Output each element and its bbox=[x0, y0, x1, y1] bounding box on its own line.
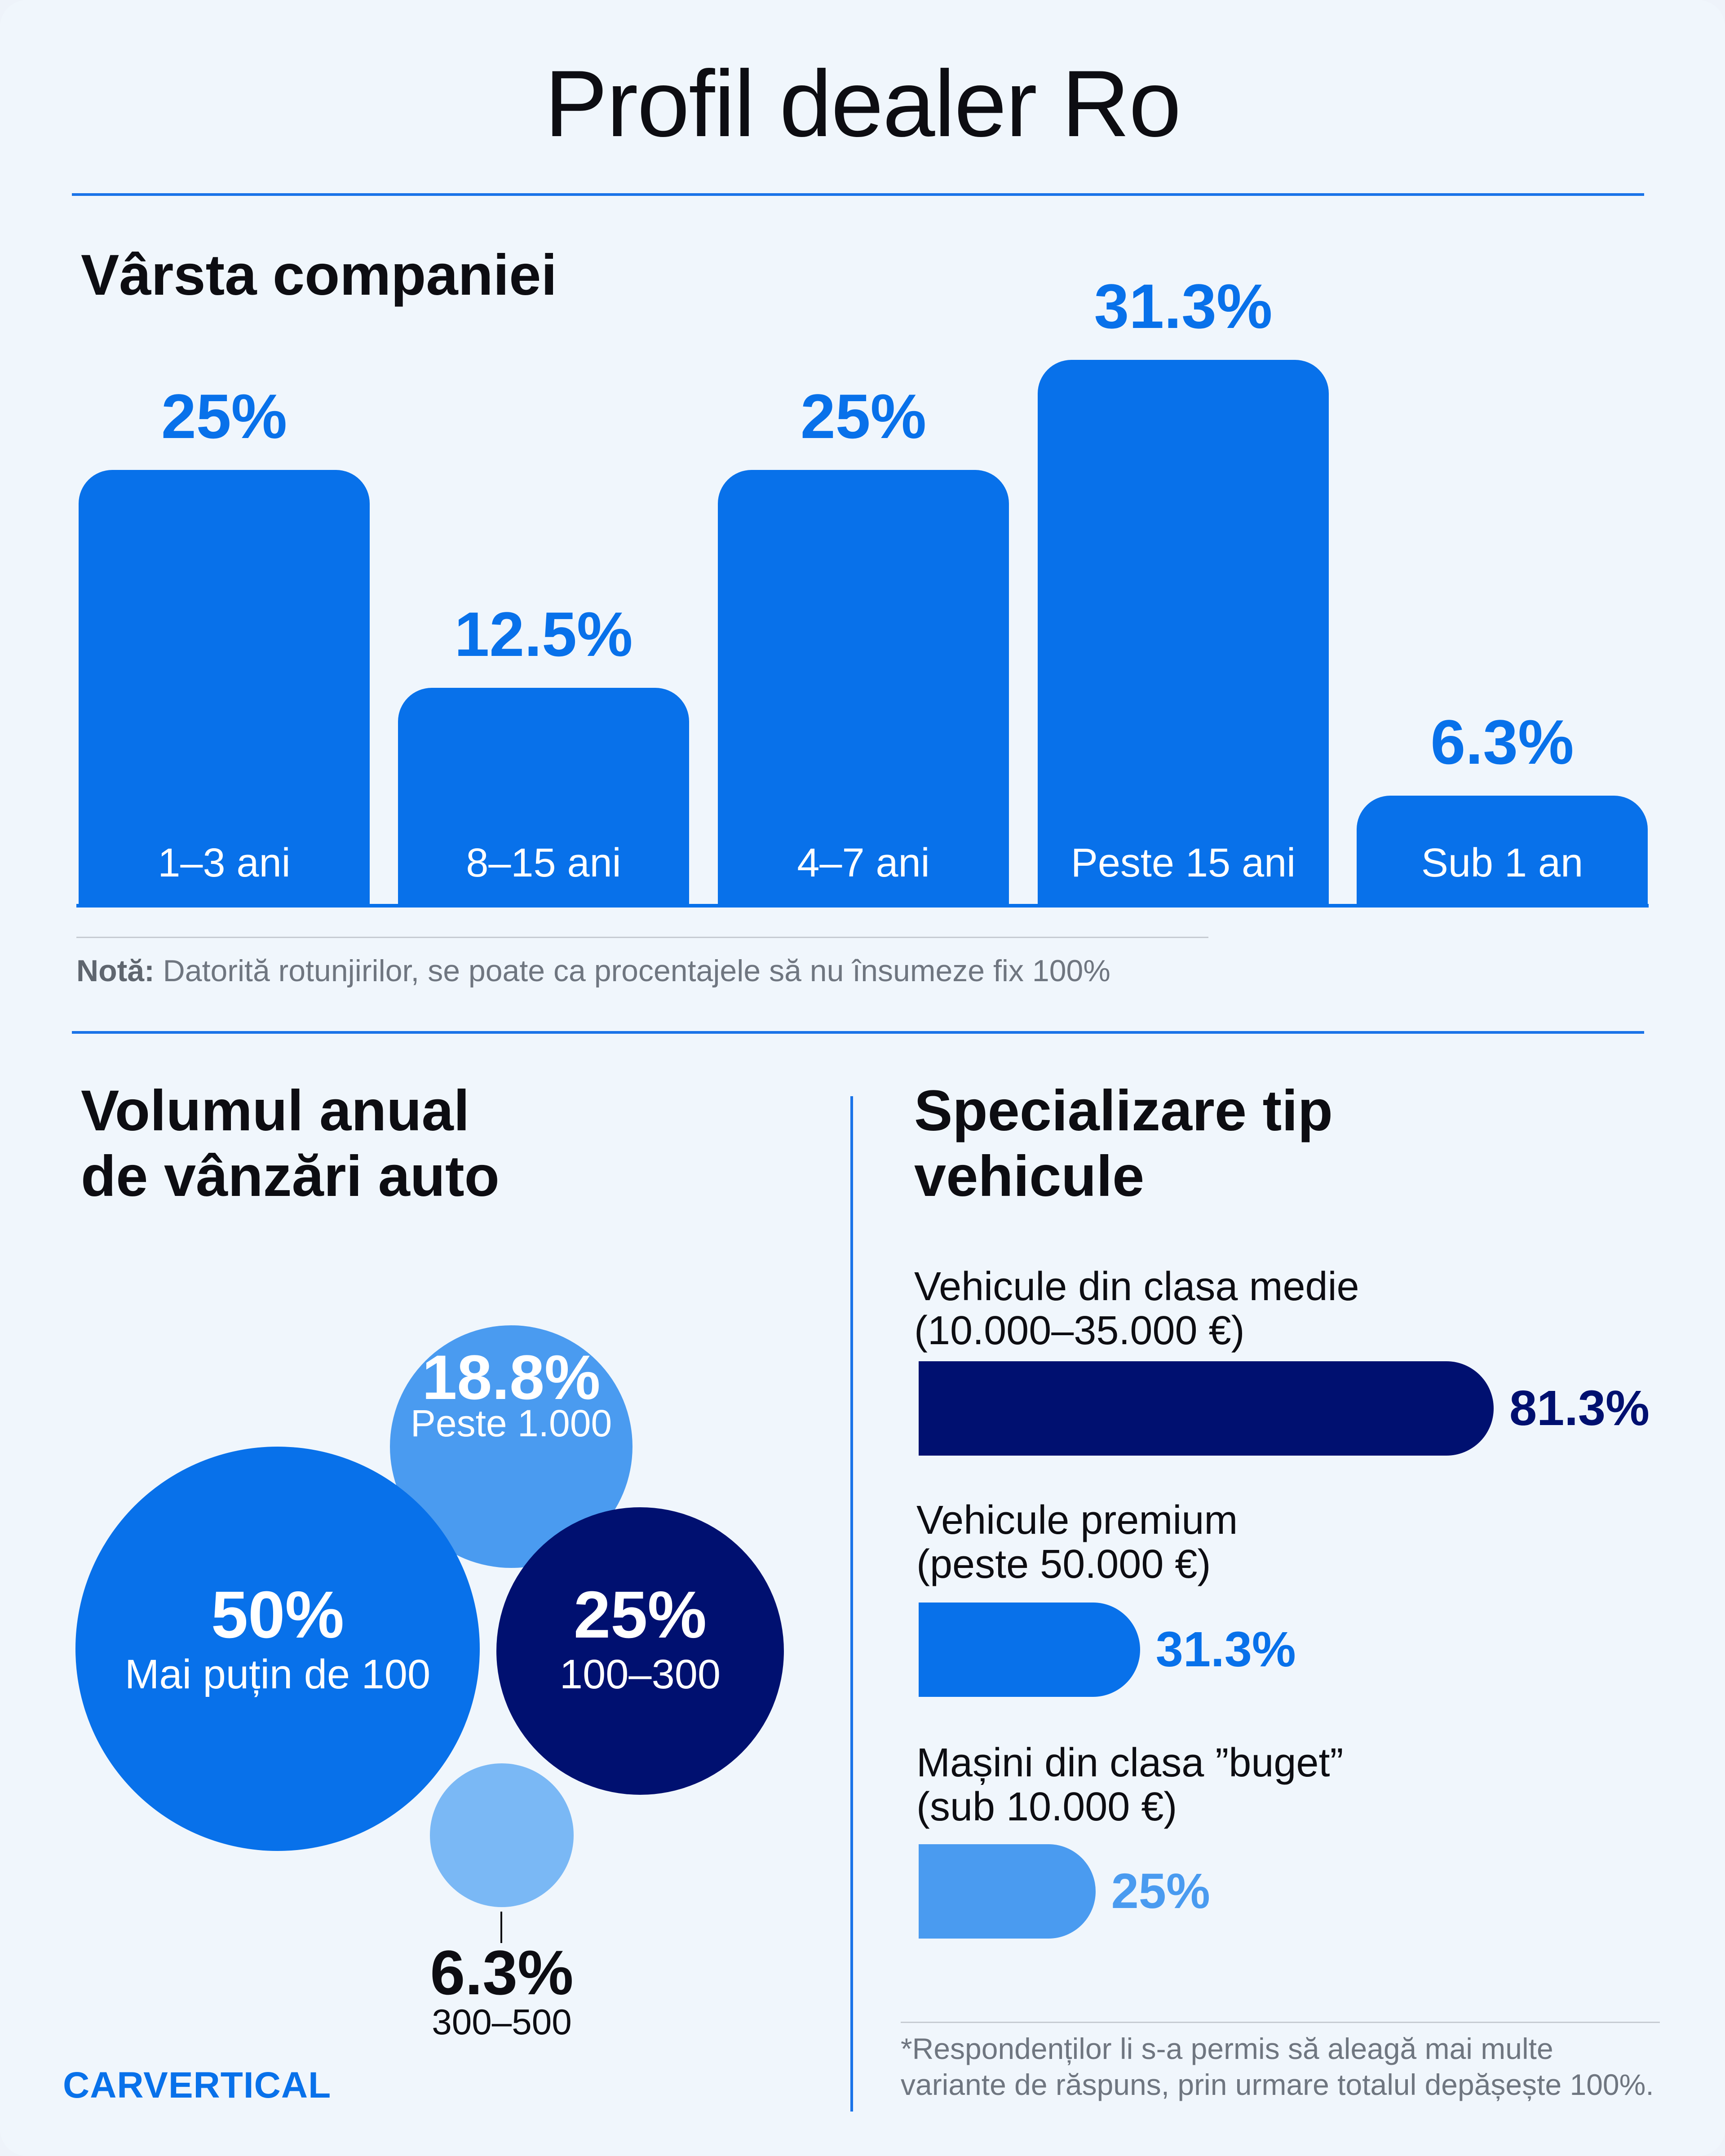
age-category-label: 4–7 ani bbox=[797, 841, 930, 885]
age-value-label: 31.3% bbox=[1094, 271, 1273, 341]
spec-value-label: 81.3% bbox=[1509, 1381, 1650, 1436]
title-divider bbox=[72, 193, 1644, 196]
bubble-value-label: 25% bbox=[573, 1578, 707, 1652]
note-text: Datorită rotunjirilor, se poate ca proce… bbox=[154, 954, 1110, 988]
spec-section-title: Specializare tip vehicule bbox=[914, 1078, 1333, 1209]
spec-value-label: 25% bbox=[1111, 1864, 1210, 1919]
age-value-label: 25% bbox=[161, 381, 288, 452]
column-divider bbox=[850, 1096, 853, 2112]
age-section-title: Vârsta companiei bbox=[81, 243, 557, 307]
spec-category-range: (10.000–35.000 €) bbox=[914, 1308, 1245, 1353]
section-divider bbox=[72, 1031, 1644, 1034]
footnote-divider bbox=[901, 2022, 1660, 2023]
bubble-value-label: 6.3% bbox=[430, 1937, 574, 2008]
carvertical-logo: CARVERTICAL bbox=[63, 2065, 332, 2106]
spec-category-range: (peste 50.000 €) bbox=[916, 1542, 1211, 1587]
spec-category-name: Vehicule din clasa medie bbox=[914, 1264, 1359, 1309]
bubble-mai-putin-de-100 bbox=[75, 1447, 480, 1851]
age-bar-peste-15-ani bbox=[1038, 360, 1329, 906]
bubble-category-label: Mai puțin de 100 bbox=[124, 1651, 431, 1697]
spec-category-medie: Vehicule din clasa medie (10.000–35.000 … bbox=[914, 1265, 1359, 1353]
volume-section-title: Volumul anual de vânzări auto bbox=[81, 1078, 500, 1209]
volume-title-line-1: Volumul anual bbox=[81, 1079, 470, 1143]
age-category-label: 8–15 ani bbox=[466, 841, 621, 885]
spec-category-name: Mașini din clasa ”buget” bbox=[916, 1740, 1344, 1785]
age-bar-4-7-ani bbox=[718, 469, 1009, 906]
bubble-category-label: 100–300 bbox=[559, 1651, 721, 1697]
age-chart-baseline bbox=[76, 904, 1649, 908]
spec-category-range: (sub 10.000 €) bbox=[916, 1784, 1177, 1829]
spec-bar-premium bbox=[919, 1603, 1140, 1697]
spec-value-label: 31.3% bbox=[1155, 1622, 1296, 1677]
spec-bar-buget bbox=[919, 1844, 1096, 1939]
bubble-category-label: 300–500 bbox=[432, 2002, 572, 2042]
age-value-label: 12.5% bbox=[454, 598, 633, 669]
spec-category-name: Vehicule premium bbox=[916, 1498, 1238, 1543]
bubble-100-300 bbox=[496, 1507, 784, 1795]
age-category-label: Sub 1 an bbox=[1421, 841, 1583, 885]
page-title: Profil dealer Ro bbox=[544, 51, 1181, 156]
rounding-note: Notă: Datorită rotunjirilor, se poate ca… bbox=[76, 953, 1110, 988]
note-label: Notă: bbox=[76, 954, 155, 988]
age-category-label: Peste 15 ani bbox=[1070, 841, 1296, 885]
volume-title-line-2: de vânzări auto bbox=[81, 1144, 500, 1209]
footnote-line-2: variante de răspuns, prin urmare totalul… bbox=[901, 2068, 1654, 2101]
bubble-category-label: Peste 1.000 bbox=[410, 1402, 612, 1444]
note-divider bbox=[76, 937, 1208, 938]
multiple-answers-footnote: *Respondenților li s-a permis să aleagă … bbox=[901, 2031, 1654, 2103]
spec-bar-medie bbox=[919, 1361, 1494, 1456]
age-value-label: 6.3% bbox=[1430, 707, 1574, 778]
age-bar-sub-1-an bbox=[1357, 796, 1648, 906]
spec-category-buget: Mașini din clasa ”buget” (sub 10.000 €) bbox=[916, 1741, 1343, 1829]
bubble-value-label: 18.8% bbox=[422, 1342, 601, 1412]
spec-title-line-2: vehicule bbox=[914, 1144, 1145, 1209]
bubble-300-500 bbox=[430, 1763, 574, 1907]
age-category-label: 1–3 ani bbox=[158, 841, 291, 885]
age-bar-8-15-ani bbox=[398, 687, 689, 906]
spec-title-line-1: Specializare tip bbox=[914, 1079, 1333, 1143]
age-value-label: 25% bbox=[800, 381, 927, 452]
bubble-leader-line bbox=[500, 1912, 502, 1943]
age-bar-chart: 25% 12.5% 25% 31.3% 6.3% 1–3 ani 8–15 an… bbox=[0, 0, 1725, 921]
footnote-line-1: *Respondenților li s-a permis să aleagă … bbox=[901, 2032, 1553, 2065]
bubble-value-label: 50% bbox=[211, 1578, 345, 1652]
spec-category-premium: Vehicule premium (peste 50.000 €) bbox=[916, 1498, 1238, 1586]
age-bar-1-3-ani bbox=[79, 469, 370, 906]
